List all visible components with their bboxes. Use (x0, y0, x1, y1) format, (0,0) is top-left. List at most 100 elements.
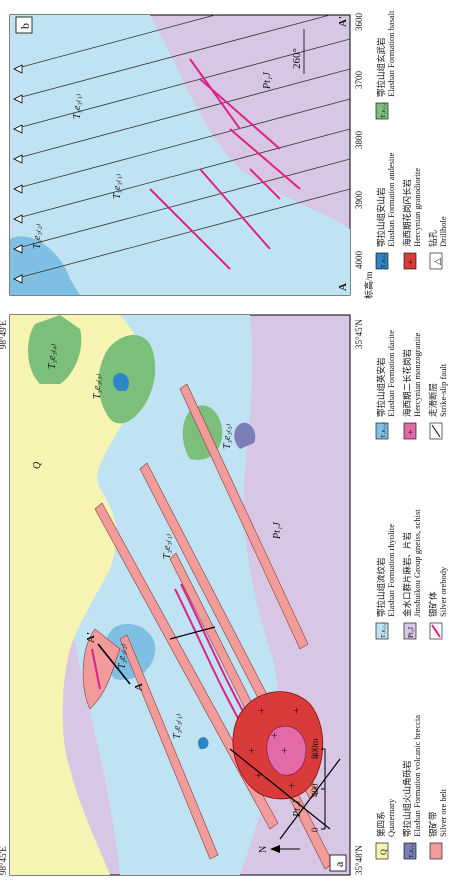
legend-en-andesite: Elashan Formation andesite (386, 152, 396, 247)
legend-zh-PtJ: 金水口群片麻岩、片岩 (402, 531, 412, 617)
label-quaternary: Q (32, 461, 43, 469)
coord-bottom-left: 35°48'N (354, 845, 364, 875)
orebody-3 (91, 648, 101, 690)
legend-zh-orebody: 银矿体 (428, 591, 438, 617)
coord-top-right: 98°49'E (0, 320, 8, 349)
ore-belt-5 (119, 634, 219, 860)
section-label-rhyolite-2: T₃e₃₍₁₎ (72, 93, 83, 119)
cross-section-b: T₃e₃₍₂₎ T₃e₃₍₁₎ T₃e₃₍₁₎ Pt₁J A A' 260° b… (9, 13, 374, 299)
legend-en-silver-belt: Silver ore belt (438, 788, 448, 837)
scale-tick-400: 400 (310, 783, 320, 797)
granite-crosses: + + + + + + + + (244, 707, 323, 789)
legend-swatch-andesite (375, 252, 389, 270)
legend-zh-rhyolite: 鄂拉山组流纹岩 (376, 557, 386, 617)
svg-text:+: + (309, 752, 323, 759)
section-label-PtJ: Pt₁J (262, 72, 273, 90)
legend-zh-andesite: 鄂拉山组安山岩 (376, 187, 386, 247)
label-PtJ-2: Pt₁J (272, 522, 283, 540)
legend-symbol-rhyolite: T₃e₃₍₁₎ (381, 622, 387, 638)
elevation-tick-4000: 4000 (354, 251, 364, 270)
legend-zh-silver-belt: 银矿带 (428, 811, 438, 837)
svg-text:+: + (244, 747, 258, 754)
monzogranite-body (266, 725, 307, 776)
legend-en-fault: Strike-slip fault (438, 363, 448, 417)
svg-text:+: + (289, 707, 303, 714)
elevation-tick-3600: 3600 (354, 13, 364, 32)
panel-b-box (15, 16, 33, 34)
legend-swatch-PtJ (403, 622, 417, 640)
legend-zh-breccia: 鄂拉山组火山角砾岩 (402, 760, 412, 837)
legend-swatch-basalt (375, 102, 389, 120)
legend-zh-monzogranite: 海西期二长花岗岩 (402, 348, 412, 417)
basalt-unit-3 (28, 315, 82, 384)
scale-tick-800: 800m (310, 738, 320, 759)
andesite-unit-dot (197, 737, 209, 749)
panel-b-label: b (18, 23, 32, 29)
elevation-tick-3800: 3800 (354, 131, 364, 150)
legend-orebody-icon (431, 624, 441, 638)
label-basalt: T₃e₃₍₄₎ (47, 343, 58, 369)
legend-swatch-dacite (375, 422, 389, 440)
legend-swatch-silver-belt (429, 842, 443, 860)
legend-fault-icon (431, 424, 441, 438)
legend-en-orebody: Silver orebody (438, 566, 448, 617)
section-label-A-prime: A' (85, 632, 97, 643)
legend-swatch-breccia (403, 842, 417, 860)
section-label-A: A (133, 683, 145, 691)
legend-zh-dacite: 鄂拉山组英安岩 (376, 357, 386, 417)
section-orebodies (149, 58, 301, 270)
legend: Q 第四系 Quaternary T₃e₃₍₅₎ 鄂拉山组火山角砾岩 Elash… (375, 10, 448, 860)
legend-en-Q: Quaternary (386, 798, 396, 837)
svg-text:+: + (267, 732, 281, 739)
label-rhyolite-2: T₃e₃₍₁₎ (162, 533, 173, 559)
elevation-axis-title: 标高/m (363, 271, 374, 299)
panel-a-box (329, 854, 347, 872)
label-PtJ-1: Pt₁J (292, 800, 303, 818)
scale-bar (321, 748, 326, 830)
legend-symbol-basalt: T₃e₃₍₄₎ (381, 102, 387, 118)
section-azimuth: 260° (291, 48, 303, 69)
legend-symbol-dacite: T₃e₃₍₂₎ (381, 422, 387, 438)
legend-zh-drillhole: 钻孔 (428, 229, 438, 247)
drillhole-collars (13, 64, 23, 284)
label-andesite: T₃e₃₍₃₎ (92, 373, 103, 399)
strike-slip-faults (169, 626, 341, 840)
svg-text:+: + (254, 707, 268, 714)
fault-3 (169, 626, 216, 640)
legend-symbol-drillhole: △ (432, 258, 442, 265)
legend-zh-fault: 走滑断层 (428, 383, 438, 417)
legend-en-basalt: Elashan Formation basalt (386, 10, 396, 97)
label-dacite: T₃e₃₍₂₎ (117, 643, 128, 669)
ore-belt-3 (94, 502, 279, 830)
ore-belt-4 (179, 383, 309, 650)
legend-en-drillhole: Drillhole (438, 216, 448, 247)
scale-tick-0: 0 (310, 827, 320, 832)
legend-symbol-andesite: T₃e₃₍₃₎ (381, 252, 387, 268)
legend-symbol-granodiorite: + (406, 259, 417, 265)
section-dacite (10, 236, 80, 295)
fault-1 (229, 748, 331, 830)
legend-en-rhyolite: Elashan Formation rhyolite (386, 524, 396, 617)
legend-zh-granodiorite: 海西期花岗闪长岩 (402, 178, 412, 247)
north-arrow-icon (270, 845, 300, 853)
section-label-rhyolite-1: T₃e₃₍₁₎ (112, 173, 123, 199)
svg-text:+: + (284, 782, 298, 789)
legend-en-monzogranite: Hercynian monzogranite (412, 333, 422, 417)
section-end-A: A (337, 283, 349, 291)
section-label-dacite: T₃e₃₍₂₎ (32, 223, 43, 249)
legend-zh-Q: 第四系 (376, 811, 386, 837)
svg-text:+: + (277, 747, 291, 754)
section-rhyolite (10, 15, 350, 295)
label-breccia: T₃e₃₍₅₎ (222, 423, 233, 449)
legend-swatch-drillhole (429, 252, 443, 270)
legend-swatch-monzogranite (403, 422, 417, 440)
legend-swatch-rhyolite (375, 622, 389, 640)
legend-symbol-PtJ: Pt₁J (407, 627, 415, 638)
geologic-map-a: + + + + + + + + Pt₁J Pt₁J T₃e₃₍₁₎ T₃e₃₍₁₎ T₃… (0, 314, 364, 876)
north-label: N (258, 846, 269, 853)
legend-en-dacite: Elashan Formation dacite (386, 330, 396, 417)
elevation-tick-3900: 3900 (354, 191, 364, 210)
legend-symbol-Q: Q (379, 849, 388, 855)
